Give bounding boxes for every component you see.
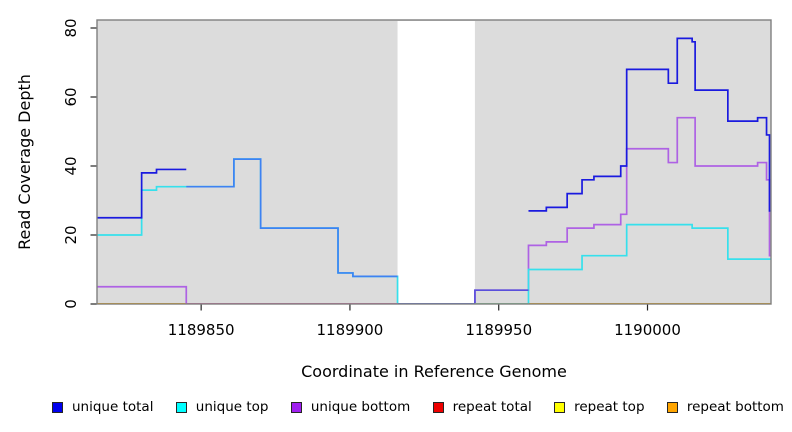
legend-swatch-unique-top: [175, 401, 187, 413]
y-tick-label: 60: [62, 87, 80, 106]
panel-border: [96, 19, 772, 305]
gap-region: [397, 21, 475, 303]
legend-item-repeat-total: repeat total: [432, 399, 532, 415]
legend-swatch-repeat-top: [554, 401, 566, 413]
y-tick-label: 40: [62, 156, 80, 175]
legend-label: repeat total: [452, 399, 532, 415]
series-unique-total-line: [186, 158, 398, 278]
y-tick-label: 0: [62, 299, 80, 309]
legend-label: unique bottom: [310, 399, 411, 415]
legend-label: unique top: [195, 399, 269, 415]
x-tick-label: 1189900: [317, 321, 384, 339]
legend: unique total unique top unique bottom repea…: [52, 399, 784, 415]
legend-item-repeat-bottom: repeat bottom: [666, 399, 784, 415]
series-unique-total-line: [97, 168, 187, 219]
series-unique-total-line: [528, 37, 771, 212]
y-tick-label: 80: [62, 18, 80, 37]
legend-swatch-repeat-bottom: [666, 401, 678, 413]
legend-item-unique-total: unique total: [52, 399, 153, 415]
x-tick-label: 1190000: [614, 321, 681, 339]
x-tick-label: 1189950: [465, 321, 532, 339]
legend-label: unique total: [72, 399, 154, 415]
legend-label: repeat top: [574, 399, 645, 415]
legend-item-unique-top: unique top: [175, 399, 269, 415]
legend-label: repeat bottom: [686, 399, 784, 415]
legend-item-unique-bottom: unique bottom: [290, 399, 411, 415]
y-tick-label: 20: [62, 225, 80, 244]
x-tick-label: 1189850: [168, 321, 235, 339]
legend-swatch-repeat-total: [432, 401, 444, 413]
legend-item-repeat-top: repeat top: [554, 399, 645, 415]
legend-swatch-unique-total: [52, 401, 63, 413]
y-axis-title: Read Coverage Depth: [15, 74, 34, 250]
series-unique-total-line: [397, 289, 529, 304]
legend-swatch-unique-bottom: [290, 401, 302, 413]
x-axis-title: Coordinate in Reference Genome: [301, 362, 567, 381]
